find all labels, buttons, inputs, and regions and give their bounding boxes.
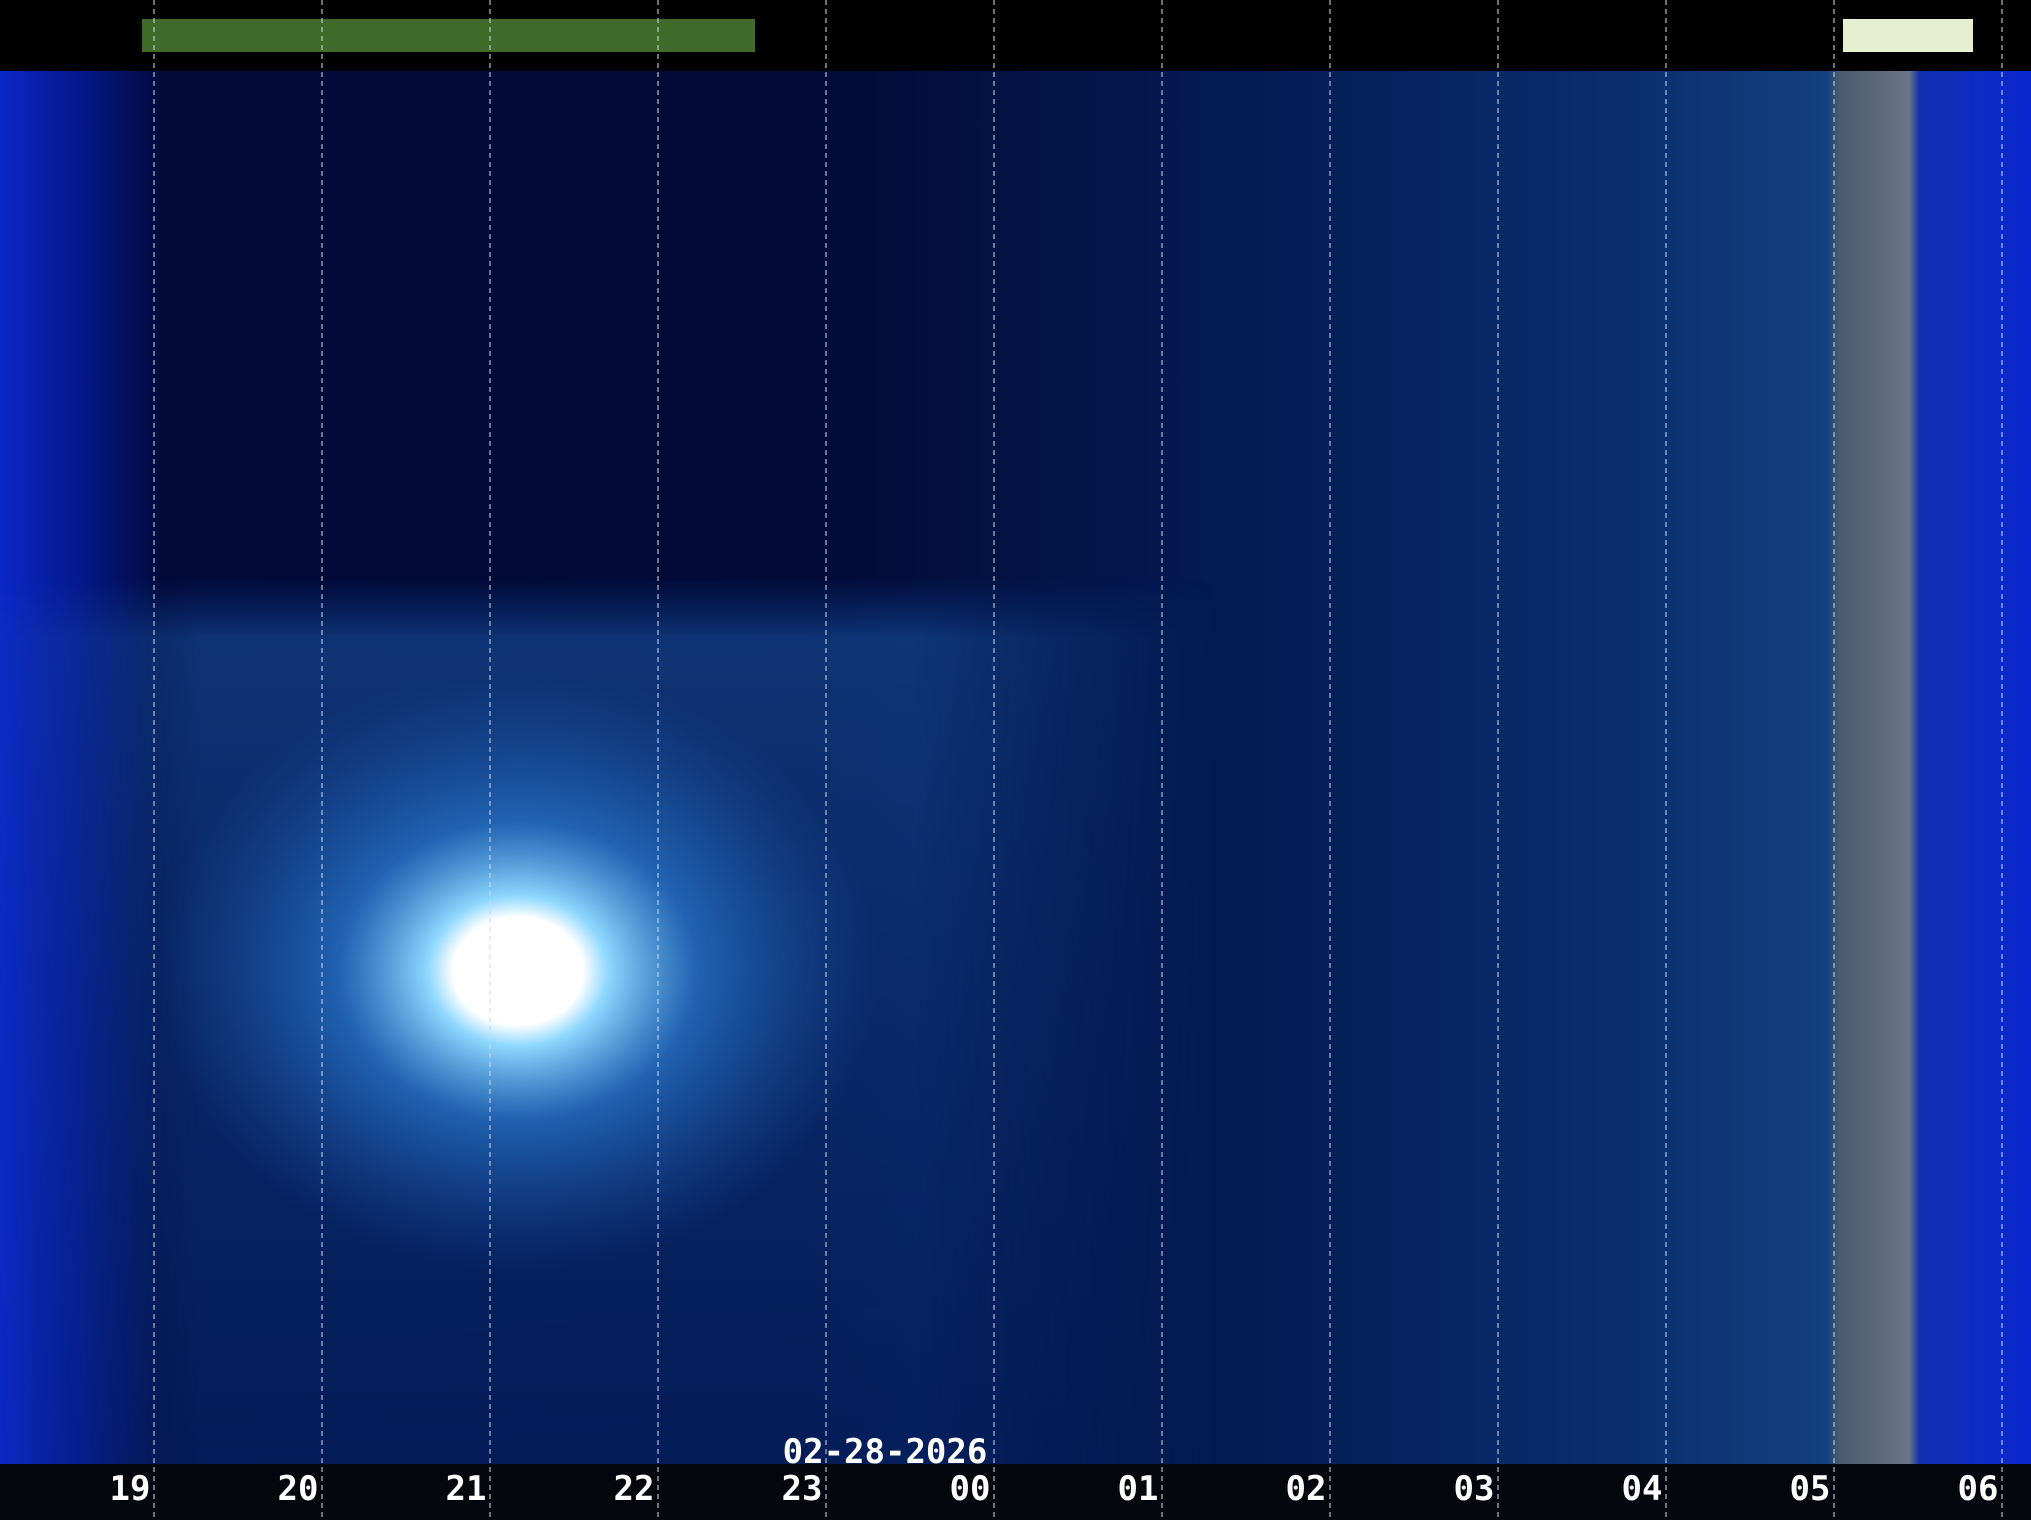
hour-label: 19 <box>110 1469 151 1509</box>
hour-label: 02 <box>1286 1469 1327 1509</box>
hour-lines <box>153 0 2003 1520</box>
hour-label: 01 <box>1118 1469 1159 1509</box>
hour-label: 23 <box>782 1469 823 1509</box>
hour-label: 00 <box>950 1469 991 1509</box>
hour-label: 03 <box>1454 1469 1495 1509</box>
date-label: 02-28-2026 <box>783 1432 988 1472</box>
bright-band <box>1843 19 1973 52</box>
hour-label: 22 <box>614 1469 655 1509</box>
hour-label: 21 <box>446 1469 487 1509</box>
hour-label: 05 <box>1790 1469 1831 1509</box>
hour-label: 20 <box>278 1469 319 1509</box>
hour-labels: 19 20 21 22 23 00 01 02 03 04 05 06 <box>110 1469 1999 1509</box>
moon-glow <box>158 671 878 1271</box>
green-band <box>142 19 755 52</box>
hour-label: 04 <box>1622 1469 1663 1509</box>
bottom-band <box>0 1464 2031 1520</box>
hour-label: 06 <box>1958 1469 1999 1509</box>
